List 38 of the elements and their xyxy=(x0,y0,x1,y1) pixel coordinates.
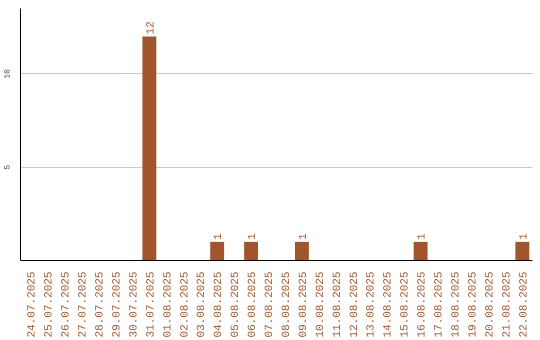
x-tick-label: 27.07.2025 xyxy=(78,271,90,338)
data-label: 1 xyxy=(247,232,260,240)
x-tick-label: 12.08.2025 xyxy=(348,271,361,338)
data-label: 1 xyxy=(518,232,530,240)
x-tick-label: 14.08.2025 xyxy=(382,271,395,338)
x-tick-label: 09.08.2025 xyxy=(298,271,310,338)
x-tick-label: 05.08.2025 xyxy=(230,271,242,338)
x-tick-label: 08.08.2025 xyxy=(280,271,293,338)
x-tick-label: 11.08.2025 xyxy=(332,271,344,338)
x-tick-label: 17.08.2025 xyxy=(434,271,446,338)
x-tick-label: 04.08.2025 xyxy=(213,271,226,338)
x-tick-label: 25.07.2025 xyxy=(44,271,56,338)
x-tick-label: 16.08.2025 xyxy=(416,271,429,338)
x-tick-label: 18.08.2025 xyxy=(450,271,463,338)
y-tick-label: 5 xyxy=(4,164,12,170)
x-tick-label: 30.07.2025 xyxy=(128,271,140,338)
x-tick-label: 07.08.2025 xyxy=(264,271,276,338)
y-tick-label: 10 xyxy=(4,68,12,79)
x-tick-label: 10.08.2025 xyxy=(314,271,327,338)
data-label: 1 xyxy=(213,232,226,240)
x-tick-label: 26.07.2025 xyxy=(60,271,73,338)
x-tick-label: 31.07.2025 xyxy=(145,271,158,338)
x-tick-label: 24.07.2025 xyxy=(26,271,39,338)
data-label: 12 xyxy=(145,21,158,34)
data-label: 1 xyxy=(416,232,429,240)
x-tick-label: 02.08.2025 xyxy=(179,271,192,338)
x-tick-label: 21.08.2025 xyxy=(501,271,514,338)
x-tick-label: 15.08.2025 xyxy=(400,271,412,338)
x-tick-label: 06.08.2025 xyxy=(247,271,260,338)
x-tick-label: 13.08.2025 xyxy=(366,271,378,338)
data-label: 1 xyxy=(298,232,310,240)
x-tick-label: 03.08.2025 xyxy=(196,271,208,338)
x-tick-label: 19.08.2025 xyxy=(467,271,480,338)
x-tick-label: 20.08.2025 xyxy=(484,271,496,338)
x-tick-label: 22.08.2025 xyxy=(518,271,530,338)
x-tick-label: 01.08.2025 xyxy=(162,271,174,338)
x-tick-label: 28.07.2025 xyxy=(94,271,106,338)
x-tick-label: 29.07.2025 xyxy=(111,271,124,338)
